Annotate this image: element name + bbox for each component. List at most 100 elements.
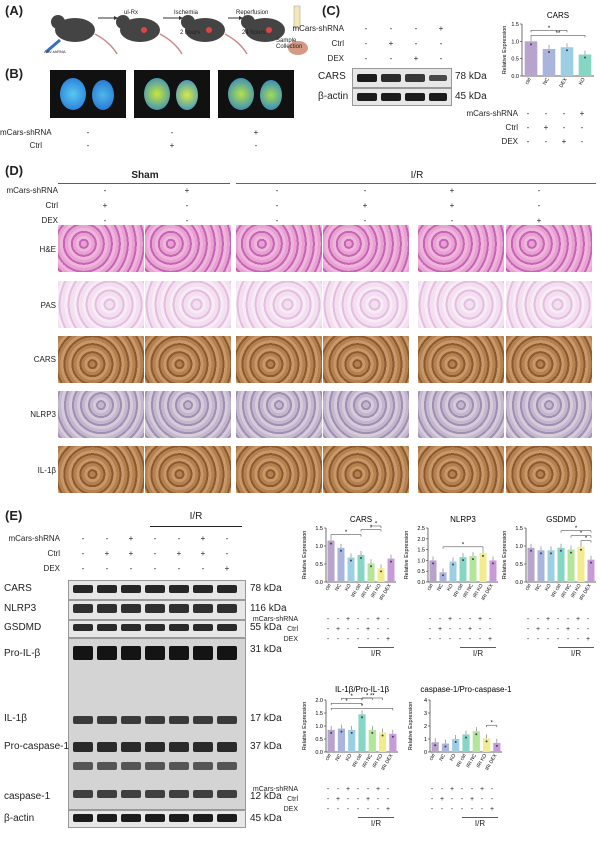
band [121, 814, 141, 822]
panel-e-chart-sign: - [566, 636, 570, 643]
significance-label: ** [556, 31, 561, 37]
panel-e-chart-sign: - [576, 636, 580, 643]
panel-e-sign: + [128, 549, 134, 558]
panel-c-kda: 78 kDa [455, 71, 487, 82]
panel-d-group-ir: I/R [410, 170, 424, 181]
bar [547, 550, 555, 582]
panel-e-sign: - [153, 534, 157, 543]
data-point [580, 548, 582, 551]
panel-e-chart-sign: - [460, 806, 464, 813]
x-tick-label: KO [449, 753, 458, 762]
panel-c-blot-cars [352, 68, 452, 88]
band [73, 646, 93, 660]
sample-tube-icon [293, 5, 301, 29]
chart-title: CARS [547, 11, 569, 20]
panel-d-sign: + [102, 201, 108, 210]
bar [489, 560, 497, 582]
band [121, 716, 141, 724]
panel-e-chart-sign: - [336, 636, 340, 643]
significance-bracket [330, 703, 363, 706]
band [193, 814, 213, 822]
panel-e-chart-sign: - [386, 786, 390, 793]
bar [537, 550, 545, 582]
panel-d-sign: + [449, 186, 455, 195]
bar [327, 729, 335, 752]
panel-e-kda: 12 kDa [250, 791, 282, 802]
x-tick-label: ctrl [324, 583, 333, 592]
band [73, 716, 93, 724]
panel-e-chart-sign: - [376, 806, 380, 813]
panel-c-xsign: + [579, 109, 585, 118]
panel-e-chart-sign: - [326, 806, 330, 813]
panel-c-sign: - [439, 54, 443, 63]
band [145, 604, 165, 613]
panel-e-chart-sign: - [536, 616, 540, 623]
band [97, 742, 117, 752]
panel-e-chart-sign: - [428, 616, 432, 623]
mouse-icon [181, 15, 248, 55]
y-tick-label: 1 [424, 737, 427, 743]
band [97, 716, 117, 724]
bar [567, 549, 575, 582]
band [381, 74, 401, 82]
band [193, 624, 213, 631]
panel-c-xsign: - [562, 123, 566, 132]
kidney-shape [144, 78, 170, 110]
band [145, 762, 165, 770]
ir-underline [462, 817, 498, 818]
panel-e-chart-sign: + [449, 786, 455, 793]
panel-a-step-3: Reperfusion [236, 10, 269, 16]
data-point [444, 745, 447, 748]
bar [524, 41, 538, 76]
bar [587, 559, 595, 582]
bar [368, 729, 376, 752]
panel-e-chart-sign: + [335, 626, 341, 633]
microscopy-image [506, 391, 592, 438]
panel-c-row-label: DEX [327, 54, 344, 63]
band [145, 790, 165, 798]
panel-e-chart-sign: - [356, 636, 360, 643]
band [429, 75, 447, 81]
band [169, 742, 189, 752]
band [169, 762, 189, 770]
bar [348, 729, 356, 752]
panel-e-sign: + [176, 549, 182, 558]
panel-d-sign: - [363, 186, 367, 195]
panel-e-kda: 45 kDa [250, 813, 282, 824]
y-tick-label: 1.5 [417, 548, 425, 554]
panel-e-chart-sign: - [480, 796, 484, 803]
panel-d-sign: - [450, 216, 454, 225]
band [73, 790, 93, 798]
panel-e-chart-sign: + [365, 796, 371, 803]
y-tick-label: 1.0 [417, 558, 425, 564]
data-point [550, 552, 552, 555]
mouse-icon [241, 15, 285, 42]
band [121, 604, 141, 613]
panel-d-sign: + [184, 186, 190, 195]
panel-d-sign: + [536, 216, 542, 225]
panel-e-chart-sign: - [480, 806, 484, 813]
y-tick-label: 1.0 [511, 39, 519, 45]
data-point [390, 560, 392, 563]
panel-e-row-label: DEX [43, 564, 60, 573]
panel-e-chart-sign: + [385, 806, 391, 813]
panel-d-sign: - [363, 216, 367, 225]
bar [560, 47, 574, 76]
panel-e-chart-sign: - [546, 626, 550, 633]
bar [327, 540, 335, 582]
panel-e-chart-sign: - [326, 616, 330, 623]
data-point [495, 744, 498, 747]
panel-a-label: (A) [5, 3, 24, 18]
panel-e-chart-sign: - [556, 616, 560, 623]
band [193, 716, 213, 724]
data-point [360, 557, 362, 559]
panel-e-chart-sign: - [586, 616, 590, 623]
significance-label: * [351, 694, 354, 700]
band [97, 624, 117, 631]
band [145, 814, 165, 822]
panel-e-chart-row-label: mCars-shRNA [252, 786, 298, 793]
panel-e-chart-sign: - [448, 626, 452, 633]
panel-e-chart-sign: + [469, 796, 475, 803]
significance-label: * [580, 531, 583, 537]
significance-label: * [370, 525, 373, 531]
